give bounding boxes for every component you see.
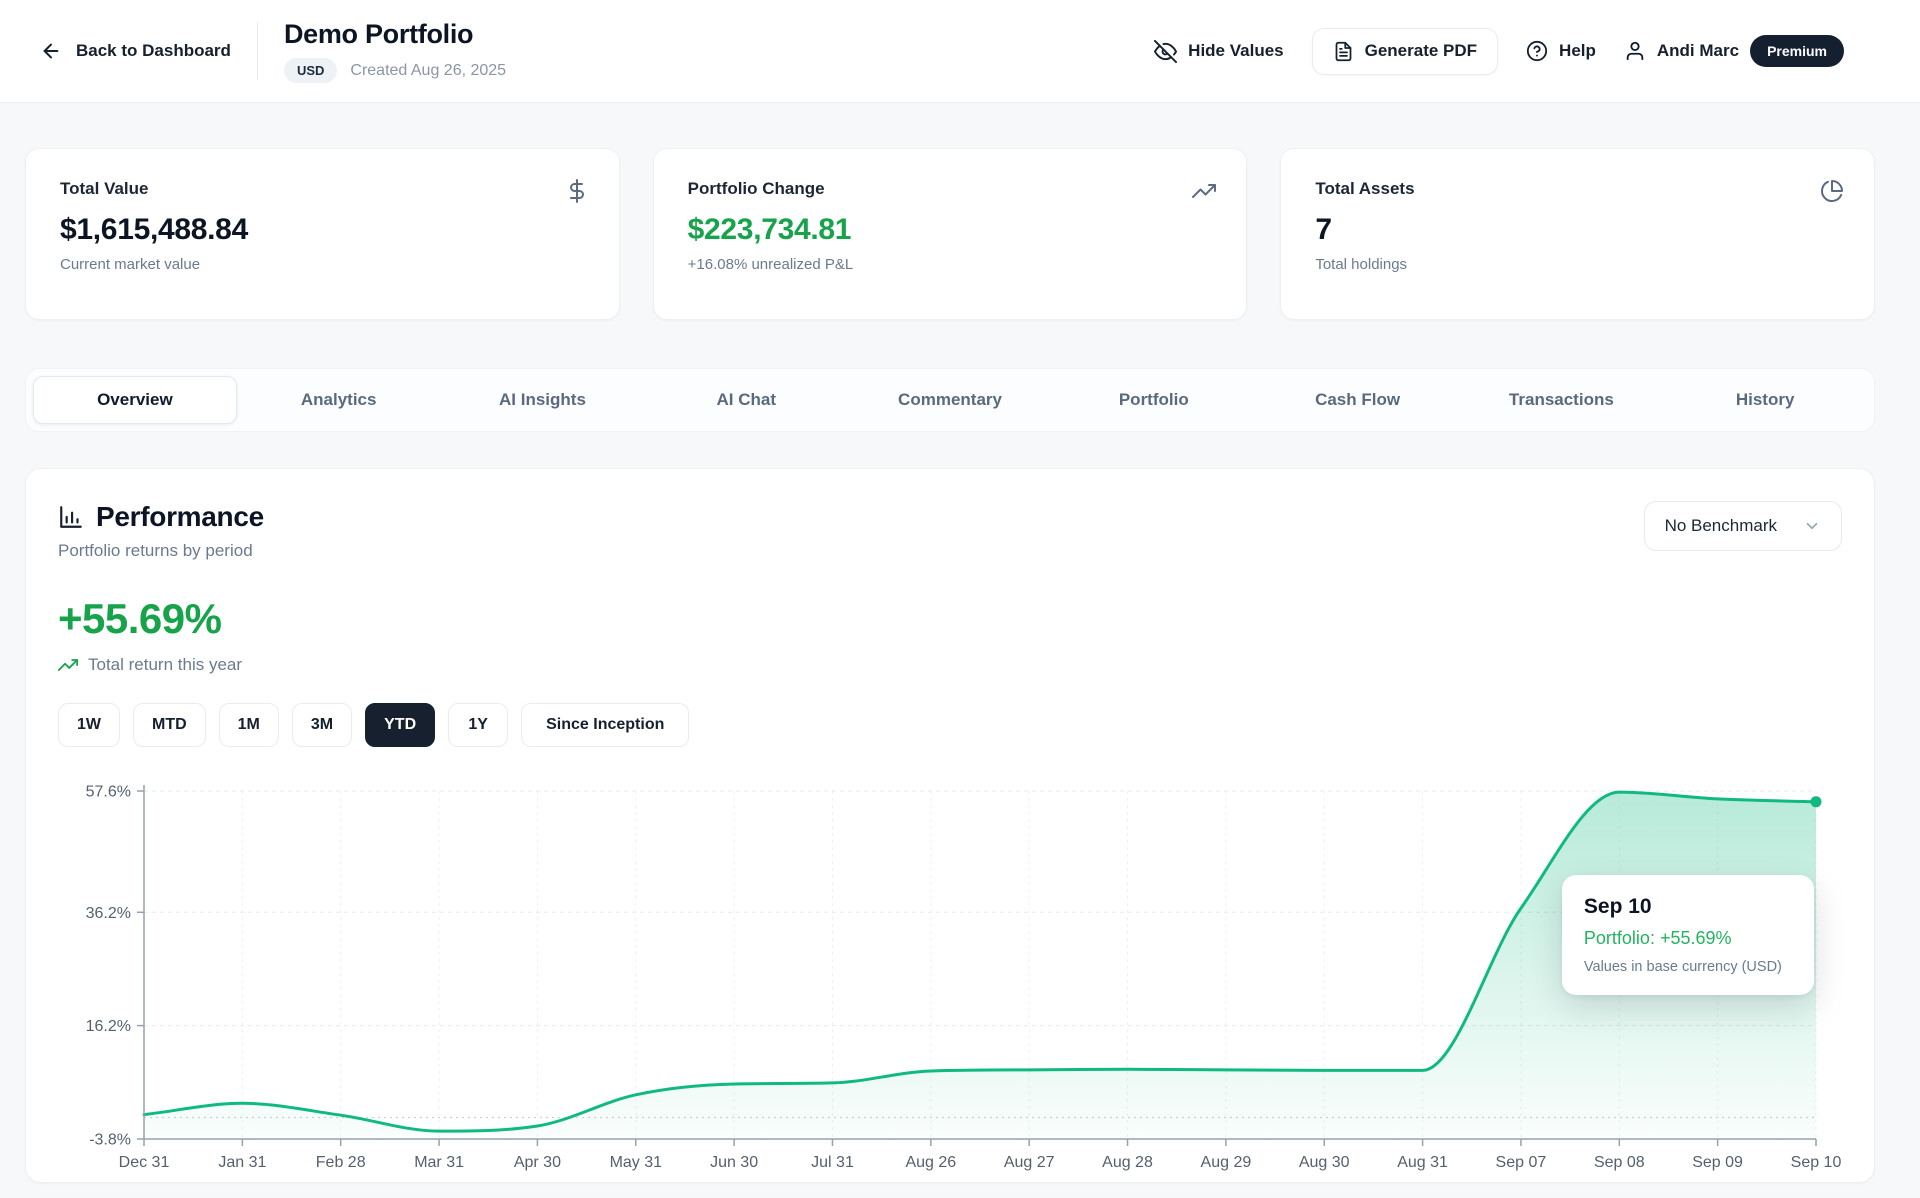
tab-ai-chat[interactable]: AI Chat	[716, 390, 776, 409]
tooltip-note: Values in base currency (USD)	[1583, 959, 1782, 975]
user-name: Andi Marc	[1656, 41, 1740, 60]
tab-analytics[interactable]: Analytics	[300, 390, 377, 409]
x-axis-labels: Dec 31 Jan 31 Feb 28 Mar 31 Apr 30 May 31 Jun …	[119, 1154, 1842, 1171]
svg-text:Dec 31: Dec 31	[119, 1154, 170, 1171]
tab-portfolio[interactable]: Portfolio	[1118, 390, 1189, 409]
total-return-value: +55.69%	[58, 595, 222, 642]
stat-value: 7	[1315, 213, 1332, 246]
header-divider	[256, 22, 258, 80]
period-1m[interactable]: 1M	[218, 703, 279, 747]
help-button[interactable]: Help	[1526, 40, 1596, 62]
tab-ai-insights[interactable]: AI Insights	[499, 390, 586, 409]
svg-text:16.2%: 16.2%	[86, 1018, 131, 1035]
svg-text:Sep 07: Sep 07	[1496, 1154, 1547, 1171]
stat-label: Portfolio Change	[687, 179, 825, 198]
svg-text:Aug 28: Aug 28	[1102, 1154, 1153, 1171]
total-value-card: Total Value $1,615,488.84 Current market…	[25, 148, 620, 320]
stat-subtitle: +16.08% unrealized P&L	[687, 256, 854, 273]
benchmark-label: No Benchmark	[1664, 516, 1777, 535]
portfolio-line	[142, 790, 1818, 1133]
tab-transactions[interactable]: Transactions	[1508, 390, 1614, 409]
user-icon	[1624, 40, 1646, 62]
stat-value: $1,615,488.84	[60, 213, 248, 246]
period-1y[interactable]: 1Y	[448, 703, 509, 747]
svg-text:Apr 30: Apr 30	[514, 1154, 561, 1171]
bar-chart-icon	[58, 504, 84, 530]
svg-text:Sep 10: Sep 10	[1791, 1154, 1842, 1171]
svg-text:57.6%: 57.6%	[86, 784, 131, 801]
benchmark-select[interactable]: No Benchmark	[1643, 501, 1842, 551]
stat-subtitle: Total holdings	[1315, 256, 1408, 273]
performance-subtitle: Portfolio returns by period	[58, 541, 253, 560]
axes	[137, 785, 1817, 1146]
back-to-dashboard-button[interactable]: Back to Dashboard	[40, 40, 231, 62]
svg-text:Jan 31: Jan 31	[218, 1154, 266, 1171]
period-1w[interactable]: 1W	[58, 703, 120, 747]
total-assets-card: Total Assets 7 Total holdings	[1280, 148, 1875, 320]
svg-text:-3.8%: -3.8%	[89, 1132, 131, 1149]
y-axis-labels: 57.6% 36.2% 16.2% -3.8%	[86, 784, 131, 1149]
stat-subtitle: Current market value	[60, 256, 201, 273]
stat-label: Total Value	[60, 179, 149, 198]
svg-text:Aug 26: Aug 26	[905, 1154, 956, 1171]
svg-text:Aug 29: Aug 29	[1201, 1154, 1252, 1171]
tab-cash-flow[interactable]: Cash Flow	[1315, 390, 1401, 409]
portfolio-change-card: Portfolio Change $223,734.81 +16.08% unr…	[652, 148, 1248, 320]
tab-bar: Overview Analytics AI Insights AI Chat Comme…	[25, 368, 1875, 432]
svg-text:Sep 09: Sep 09	[1692, 1154, 1743, 1171]
period-3m[interactable]: 3M	[291, 703, 353, 747]
hide-values-button[interactable]: Hide Values	[1154, 39, 1284, 63]
svg-text:36.2%: 36.2%	[86, 905, 131, 922]
trending-up-icon	[58, 655, 78, 675]
currency-badge: USD	[283, 58, 338, 83]
chart-canvas: 57.6% 36.2% 16.2% -3.8% Dec 31 Jan 31 Feb 28 Ma…	[86, 784, 1842, 1172]
arrow-left-icon	[40, 40, 62, 62]
trending-up-icon	[1192, 179, 1217, 203]
file-text-icon	[1333, 41, 1354, 62]
dollar-icon	[565, 179, 589, 203]
back-label: Back to Dashboard	[76, 41, 231, 60]
period-since-inception[interactable]: Since Inception	[521, 703, 690, 747]
area-fill	[144, 792, 1816, 1139]
svg-text:May 31: May 31	[610, 1154, 663, 1171]
generate-pdf-label: Generate PDF	[1364, 41, 1478, 60]
stats-row: Total Value $1,615,488.84 Current market…	[25, 148, 1875, 320]
pie-chart-icon	[1820, 179, 1844, 203]
end-point-dot	[1810, 796, 1822, 808]
generate-pdf-button[interactable]: Generate PDF	[1311, 27, 1499, 75]
header: Back to Dashboard Demo Portfolio USD Cre…	[0, 0, 1920, 103]
tooltip-portfolio-value: Portfolio: +55.69%	[1583, 928, 1732, 948]
tooltip-date: Sep 10	[1583, 895, 1652, 918]
period-selector: 1W MTD 1M 3M YTD 1Y Since Inception	[58, 703, 1842, 747]
help-circle-icon	[1526, 40, 1548, 62]
stat-label: Total Assets	[1315, 179, 1415, 198]
svg-text:Aug 27: Aug 27	[1004, 1154, 1055, 1171]
svg-text:Aug 30: Aug 30	[1299, 1154, 1350, 1171]
chart-tooltip: Sep 10 Portfolio: +55.69% Values in base…	[1561, 875, 1814, 995]
created-date: Created Aug 26, 2025	[350, 61, 507, 79]
svg-text:Jul 31: Jul 31	[811, 1154, 854, 1171]
svg-text:Feb 28: Feb 28	[316, 1154, 366, 1171]
tab-commentary[interactable]: Commentary	[898, 390, 1002, 409]
chevron-down-icon	[1803, 517, 1821, 535]
stat-value: $223,734.81	[687, 213, 852, 246]
performance-card: Performance Portfolio returns by period …	[25, 468, 1875, 1183]
page-title: Demo Portfolio	[283, 19, 474, 49]
period-ytd[interactable]: YTD	[365, 703, 436, 747]
help-label: Help	[1559, 41, 1596, 60]
performance-chart[interactable]: 57.6% 36.2% 16.2% -3.8% Dec 31 Jan 31 Feb 28 Ma…	[58, 777, 1842, 1182]
user-menu[interactable]: Andi Marc Premium	[1624, 35, 1844, 67]
hide-values-label: Hide Values	[1188, 41, 1284, 60]
svg-text:Jun 30: Jun 30	[710, 1154, 758, 1171]
tab-history[interactable]: History	[1735, 390, 1795, 409]
period-mtd[interactable]: MTD	[133, 703, 206, 747]
svg-text:Aug 31: Aug 31	[1397, 1154, 1448, 1171]
tab-overview[interactable]: Overview	[33, 376, 237, 424]
svg-text:Mar 31: Mar 31	[414, 1154, 464, 1171]
eye-off-icon	[1154, 39, 1178, 63]
performance-title: Performance	[96, 501, 264, 532]
premium-badge: Premium	[1750, 35, 1844, 67]
total-return-caption: Total return this year	[88, 655, 243, 674]
svg-text:Sep 08: Sep 08	[1594, 1154, 1645, 1171]
